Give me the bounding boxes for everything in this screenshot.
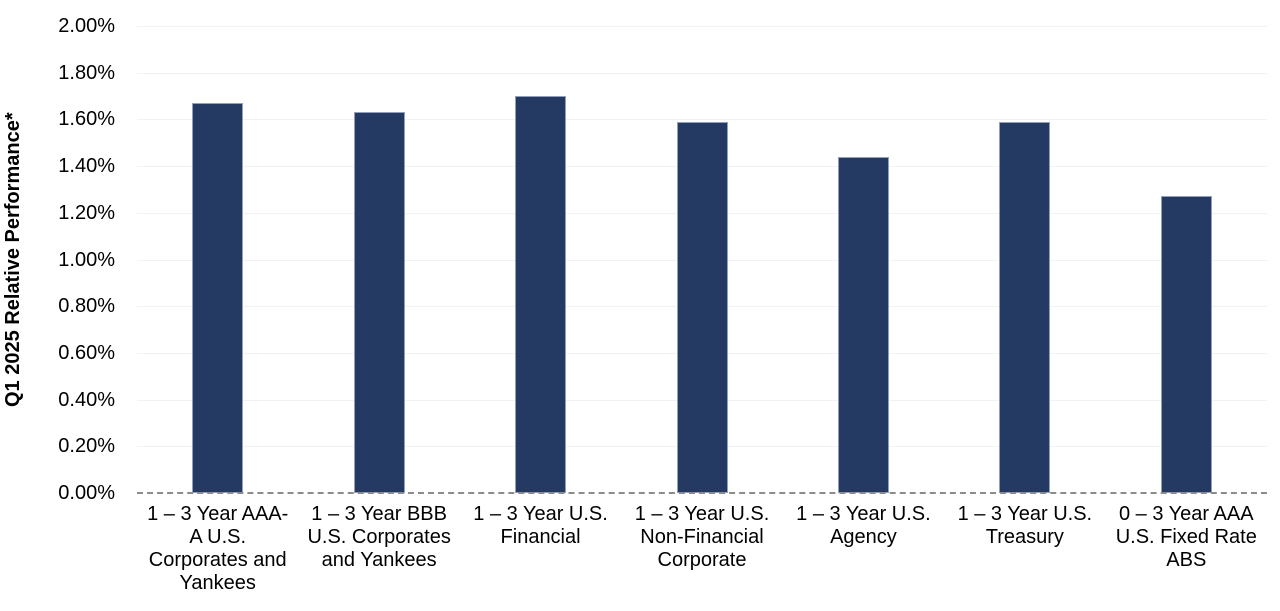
y-tick-label: 0.60% <box>58 341 115 364</box>
y-tick-label: 1.60% <box>58 108 115 131</box>
y-tick-label: 0.00% <box>58 482 115 504</box>
y-axis-title: Q1 2025 Relative Performance* <box>2 112 24 407</box>
gridline <box>137 119 1267 121</box>
bar-6 <box>999 121 1051 493</box>
y-tick-label: 1.80% <box>58 61 115 84</box>
plot-area <box>137 26 1267 494</box>
y-tick-label: 1.00% <box>58 248 115 271</box>
bar-1 <box>192 103 244 493</box>
y-tick-label: 1.40% <box>58 155 115 178</box>
gridline <box>137 26 1267 27</box>
x-category-label: 1 – 3 Year U.S. Agency <box>796 503 931 548</box>
y-tick-label: 0.80% <box>58 295 115 318</box>
y-tick-label: 1.20% <box>58 201 115 224</box>
bar-7 <box>1160 196 1212 493</box>
y-tick-label: 0.20% <box>58 435 115 458</box>
bar-2 <box>353 112 405 493</box>
bar-5 <box>837 156 889 493</box>
y-tick-label: 2.00% <box>58 15 115 37</box>
x-category-label: 0 – 3 Year AAA U.S. Fixed Rate ABS <box>1115 503 1257 571</box>
x-category-label: 1 – 3 Year U.S. Non-Financial Corporate <box>634 503 770 571</box>
x-category-label: 1 – 3 Year U.S. Financial <box>473 503 608 548</box>
gridline <box>137 72 1267 74</box>
bar-3 <box>515 96 567 493</box>
bar-4 <box>676 121 728 493</box>
y-tick-label: 0.40% <box>58 388 115 411</box>
x-category-label: 1 – 3 Year BBB U.S. Corporates and Yanke… <box>307 503 451 571</box>
zero-baseline <box>137 492 1267 494</box>
x-category-label: 1 – 3 Year AAA-A U.S. Corporates and Yan… <box>147 503 289 594</box>
x-category-label: 1 – 3 Year U.S. Treasury <box>957 503 1093 548</box>
